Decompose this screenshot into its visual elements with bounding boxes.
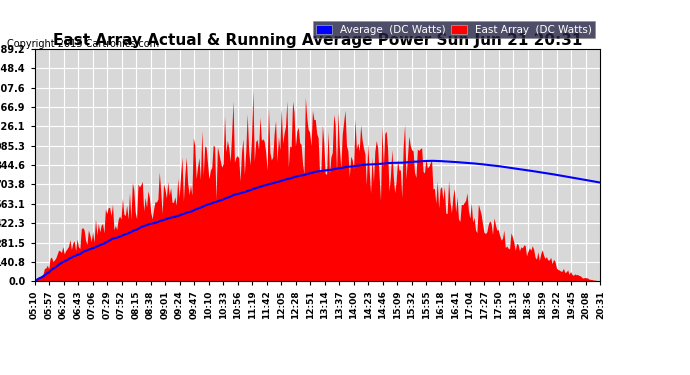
Legend: Average  (DC Watts), East Array  (DC Watts): Average (DC Watts), East Array (DC Watts… — [313, 21, 595, 38]
Title: East Array Actual & Running Average Power Sun Jun 21 20:31: East Array Actual & Running Average Powe… — [52, 33, 582, 48]
Text: Copyright 2015 Cartronics.com: Copyright 2015 Cartronics.com — [7, 39, 159, 49]
